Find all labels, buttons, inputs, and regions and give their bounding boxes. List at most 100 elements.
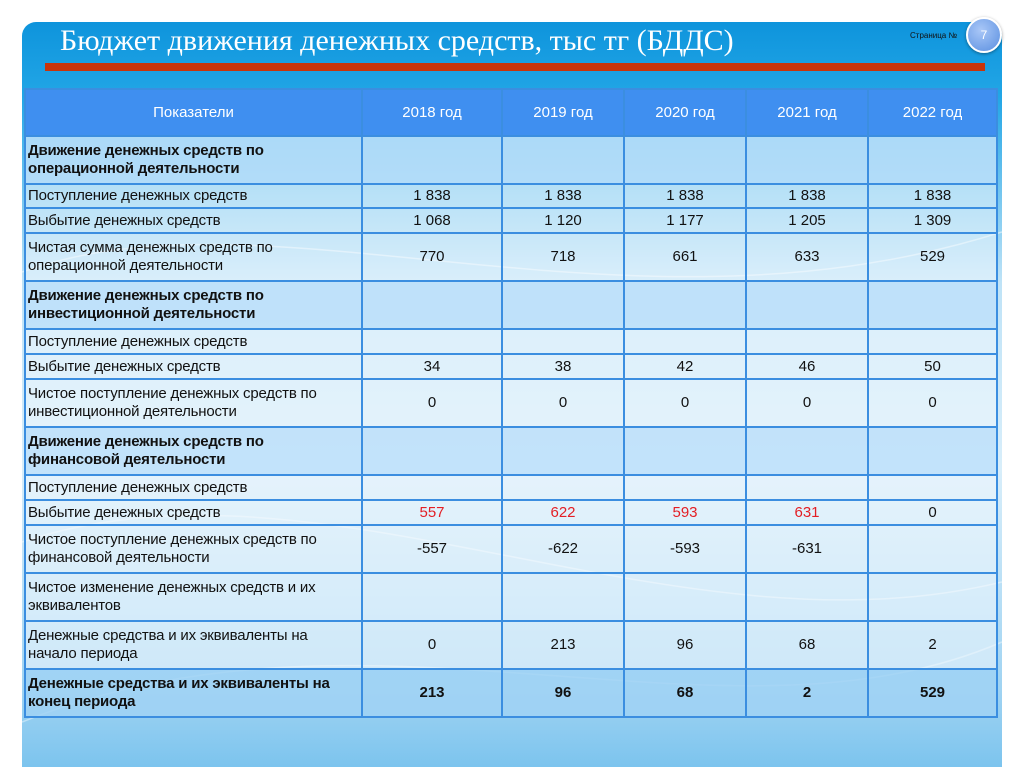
value-cell: -593 <box>623 524 747 574</box>
section-row: Движение денежных средств по операционно… <box>24 135 998 185</box>
value-cell <box>623 426 747 476</box>
value-cell <box>623 474 747 501</box>
value-cell: -631 <box>745 524 869 574</box>
table-row: Поступление денежных средств 1 838 1 838 1 … <box>24 183 998 209</box>
table-row: Выбытие денежных средств 34 38 42 46 50 <box>24 353 998 380</box>
row-label: Чистое поступление денежных средств по ф… <box>24 524 363 574</box>
table-row: Поступление денежных средств <box>24 474 998 501</box>
value-cell: 1 205 <box>745 207 869 234</box>
value-cell: 34 <box>361 353 503 380</box>
value-cell <box>745 572 869 622</box>
value-cell: 0 <box>623 378 747 428</box>
table-row: Денежные средства и их эквиваленты на на… <box>24 620 998 670</box>
value-cell <box>361 572 503 622</box>
value-cell: 1 838 <box>501 183 625 209</box>
total-row: Денежные средства и их эквиваленты на ко… <box>24 668 998 718</box>
value-cell: -622 <box>501 524 625 574</box>
value-cell: 661 <box>623 232 747 282</box>
table-row: Чистое поступление денежных средств по и… <box>24 378 998 428</box>
table-row: Чистая сумма денежных средств по операци… <box>24 232 998 282</box>
section-row: Движение денежных средств по инвестицион… <box>24 280 998 330</box>
value-cell: 0 <box>745 378 869 428</box>
value-cell: 96 <box>623 620 747 670</box>
value-cell: 1 838 <box>745 183 869 209</box>
row-label: Денежные средства и их эквиваленты на на… <box>24 620 363 670</box>
value-cell <box>867 426 998 476</box>
row-label: Поступление денежных средств <box>24 183 363 209</box>
column-header-year: 2022 год <box>867 88 998 137</box>
value-cell: 1 177 <box>623 207 747 234</box>
value-cell <box>623 280 747 330</box>
value-cell <box>361 474 503 501</box>
value-cell <box>867 524 998 574</box>
value-cell <box>501 474 625 501</box>
value-cell: 1 068 <box>361 207 503 234</box>
table-row: Чистое поступление денежных средств по ф… <box>24 524 998 574</box>
value-cell <box>745 426 869 476</box>
value-cell: 622 <box>501 499 625 526</box>
value-cell: 1 838 <box>867 183 998 209</box>
column-header-year: 2021 год <box>745 88 869 137</box>
value-cell: 1 120 <box>501 207 625 234</box>
value-cell <box>501 572 625 622</box>
value-cell <box>501 280 625 330</box>
value-cell: 68 <box>623 668 747 718</box>
value-cell: 770 <box>361 232 503 282</box>
row-label: Выбытие денежных средств <box>24 207 363 234</box>
value-cell: 557 <box>361 499 503 526</box>
value-cell: 46 <box>745 353 869 380</box>
value-cell: 42 <box>623 353 747 380</box>
value-cell: 213 <box>501 620 625 670</box>
value-cell <box>867 135 998 185</box>
section-row: Движение денежных средств по финансовой … <box>24 426 998 476</box>
value-cell <box>745 474 869 501</box>
value-cell: 529 <box>867 668 998 718</box>
cash-flow-budget-table: Показатели 2018 год 2019 год 2020 год 2021 г… <box>24 88 998 718</box>
table-row: Выбытие денежных средств 1 068 1 120 1 177 1… <box>24 207 998 234</box>
value-cell <box>361 135 503 185</box>
value-cell: 1 838 <box>623 183 747 209</box>
value-cell: 633 <box>745 232 869 282</box>
value-cell: 0 <box>867 499 998 526</box>
column-header-year: 2019 год <box>501 88 625 137</box>
row-label: Выбытие денежных средств <box>24 353 363 380</box>
value-cell: 2 <box>745 668 869 718</box>
value-cell: 2 <box>867 620 998 670</box>
column-header-year: 2018 год <box>361 88 503 137</box>
value-cell <box>867 328 998 355</box>
value-cell <box>745 328 869 355</box>
value-cell <box>361 328 503 355</box>
table-header-row: Показатели 2018 год 2019 год 2020 год 2021 г… <box>24 88 998 137</box>
value-cell: 0 <box>501 378 625 428</box>
value-cell <box>501 135 625 185</box>
row-label: Выбытие денежных средств <box>24 499 363 526</box>
value-cell: 68 <box>745 620 869 670</box>
value-cell <box>745 280 869 330</box>
row-label: Поступление денежных средств <box>24 328 363 355</box>
row-label: Поступление денежных средств <box>24 474 363 501</box>
row-label: Движение денежных средств по финансовой … <box>24 426 363 476</box>
value-cell: 0 <box>361 378 503 428</box>
row-label: Движение денежных средств по инвестицион… <box>24 280 363 330</box>
value-cell: 0 <box>361 620 503 670</box>
value-cell <box>623 328 747 355</box>
page-label: Страница № <box>910 31 958 40</box>
value-cell <box>501 426 625 476</box>
value-cell <box>867 474 998 501</box>
row-label: Чистое поступление денежных средств по и… <box>24 378 363 428</box>
value-cell: 593 <box>623 499 747 526</box>
value-cell: 631 <box>745 499 869 526</box>
table-row: Чистое изменение денежных средств и их э… <box>24 572 998 622</box>
page-number-badge: 7 <box>966 17 1002 53</box>
value-cell <box>361 280 503 330</box>
value-cell: 96 <box>501 668 625 718</box>
value-cell: -557 <box>361 524 503 574</box>
value-cell <box>501 328 625 355</box>
row-label: Движение денежных средств по операционно… <box>24 135 363 185</box>
title-underline <box>45 63 985 71</box>
value-cell: 38 <box>501 353 625 380</box>
value-cell <box>745 135 869 185</box>
value-cell: 50 <box>867 353 998 380</box>
value-cell: 213 <box>361 668 503 718</box>
value-cell: 1 309 <box>867 207 998 234</box>
